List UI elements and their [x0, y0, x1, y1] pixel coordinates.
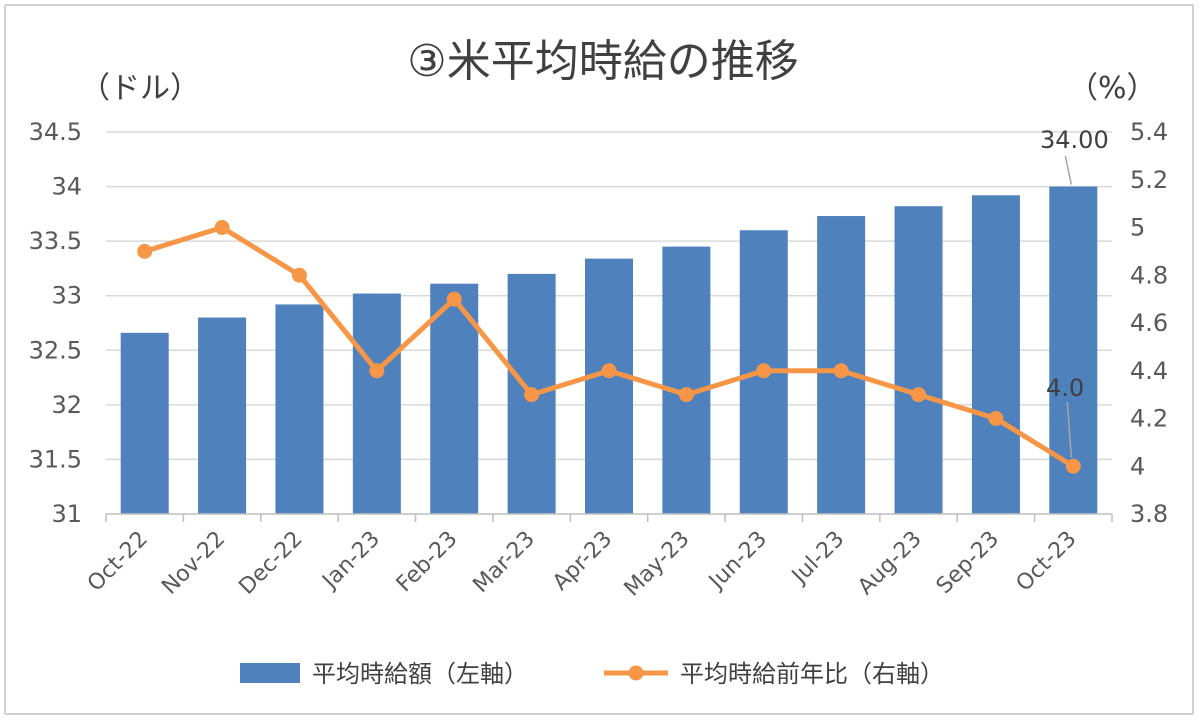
x-tick-label: Aug-23 [853, 527, 926, 600]
right-tick-label: 5.2 [1130, 166, 1168, 194]
x-tick-label: Nov-22 [157, 527, 230, 600]
bar [894, 206, 943, 514]
left-tick-label: 34.5 [29, 118, 82, 146]
x-tick-label: Jun-23 [703, 527, 772, 596]
x-tick-label: Dec-22 [235, 527, 308, 600]
right-tick-label: 5 [1130, 214, 1145, 242]
data-labels: 34.00 4.0 [1040, 126, 1109, 458]
line-label-leader [1066, 401, 1073, 458]
left-tick-label: 31.5 [29, 445, 82, 473]
right-tick-label: 5.4 [1130, 118, 1168, 146]
x-tick-label: Oct-23 [1012, 527, 1082, 597]
bar [662, 246, 711, 514]
line-marker [911, 387, 927, 403]
line-marker [833, 363, 849, 379]
left-tick-label: 32 [51, 391, 82, 419]
x-tick-label: Oct-22 [83, 527, 153, 597]
left-tick-label: 34 [51, 173, 82, 201]
bar-label-leader [1064, 155, 1073, 185]
x-tick-label: Feb-23 [392, 527, 463, 598]
bar [585, 258, 633, 514]
legend-bar-label: 平均時給額（左軸） [312, 660, 528, 688]
left-tick-label: 31 [51, 500, 82, 528]
legend-line-marker [628, 665, 644, 681]
bar [275, 304, 324, 514]
line-marker [1065, 458, 1081, 474]
left-axis-unit: （ドル） [80, 71, 200, 106]
right-tick-label: 4.6 [1130, 309, 1168, 337]
legend-bar-swatch [240, 663, 300, 683]
x-tick-label: Mar-23 [468, 527, 539, 598]
line-marker [756, 363, 772, 379]
chart: ③米平均時給の推移 （ドル） （%） 31 31.5 32 32.5 33 33.5 34 3… [29, 36, 1169, 688]
left-tick-label: 33 [51, 282, 82, 310]
x-tick-label: Jan-23 [317, 527, 385, 595]
line-marker [137, 243, 153, 259]
bar [120, 332, 169, 514]
right-tick-label: 4.8 [1130, 261, 1168, 289]
right-axis-unit: （%） [1068, 71, 1157, 106]
left-tick-label: 32.5 [29, 336, 82, 364]
line-marker [214, 220, 230, 235]
x-tick-label: May-23 [620, 527, 695, 602]
bar [198, 317, 247, 514]
bar-data-label: 34.00 [1040, 126, 1109, 154]
legend: 平均時給額（左軸） 平均時給前年比（右軸） [240, 660, 944, 688]
line-data-label: 4.0 [1046, 374, 1084, 402]
chart-frame: ③米平均時給の推移 （ドル） （%） 31 31.5 32 32.5 33 33.5 34 3… [4, 4, 1194, 715]
left-tick-label: 33.5 [29, 227, 82, 255]
line-marker [988, 411, 1004, 426]
line-marker [601, 363, 617, 379]
line-marker [678, 387, 694, 403]
line-marker [369, 363, 385, 379]
x-tick-label: Sep-23 [932, 527, 1004, 599]
line-marker [524, 387, 540, 403]
line-marker [291, 267, 307, 283]
x-tick-label: Jul-23 [786, 527, 849, 590]
line-marker [446, 291, 462, 307]
legend-line-label: 平均時給前年比（右軸） [680, 660, 944, 688]
right-tick-label: 4.2 [1130, 405, 1168, 433]
right-tick-label: 4 [1130, 452, 1145, 480]
right-tick-label: 4.4 [1130, 357, 1168, 385]
x-tick-label: Apr-23 [548, 527, 617, 596]
chart-title: ③米平均時給の推移 [407, 36, 798, 87]
bar [352, 293, 401, 514]
bar [971, 195, 1020, 514]
right-tick-label: 3.8 [1130, 500, 1168, 528]
line-series [137, 220, 1081, 474]
